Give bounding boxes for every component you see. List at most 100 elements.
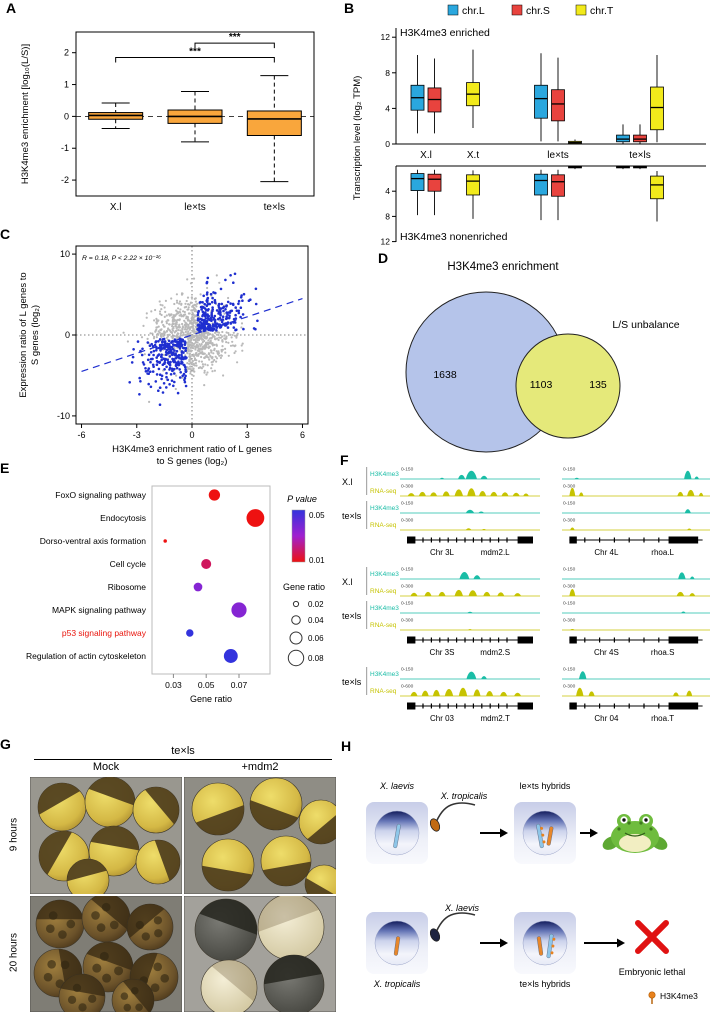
track-range-label: 0-300: [401, 584, 414, 590]
h3k4me3-signal: [579, 671, 587, 679]
data-point-gray: [209, 349, 212, 352]
gene-exon-tick: [472, 703, 474, 709]
data-point-gray: [221, 330, 224, 334]
data-point-gray: [178, 323, 181, 326]
sperm-head: [429, 928, 441, 942]
data-point-gray: [206, 371, 209, 374]
data-point-gray: [159, 335, 163, 338]
size-legend-circle: [289, 631, 303, 645]
data-point-gray: [212, 352, 215, 355]
data-point-gray: [182, 333, 185, 336]
data-point-gray: [194, 340, 198, 343]
gene-exon-tick: [481, 637, 483, 643]
venn-right-title: L/S unbalance: [612, 319, 679, 331]
data-point-gray: [158, 300, 161, 303]
data-point-gray: [193, 342, 196, 345]
data-point-blue: [184, 346, 188, 350]
data-point-gray: [178, 302, 181, 305]
data-point-gray: [189, 301, 193, 304]
data-point-gray: [191, 305, 194, 308]
data-point-blue: [179, 371, 182, 374]
data-point-blue: [200, 308, 203, 311]
data-point-gray: [232, 331, 235, 334]
data-point-blue: [147, 353, 151, 357]
sample-group-bar: [366, 601, 368, 629]
data-point-gray: [207, 332, 210, 335]
data-point-blue: [218, 326, 222, 329]
data-point-blue: [173, 372, 176, 375]
data-point-blue: [150, 342, 153, 346]
legend-label: chr.S: [526, 5, 550, 17]
sperm-head: [429, 818, 441, 832]
y-tick-label: 0: [64, 111, 69, 121]
pathway-label: FoxO signaling pathway: [55, 490, 146, 500]
data-point-gray: [219, 356, 222, 359]
data-point-gray: [189, 349, 192, 352]
data-point-blue: [153, 343, 157, 347]
data-point-gray: [187, 332, 190, 335]
data-point-gray: [241, 349, 244, 352]
pathway-label: Dorso-ventral axis formation: [40, 536, 147, 546]
gene-exon-tick: [430, 703, 432, 709]
data-point-gray: [184, 302, 187, 305]
data-point-blue: [199, 317, 203, 321]
data-point-blue: [174, 344, 177, 347]
data-point-gray: [199, 344, 202, 347]
data-point-blue: [203, 302, 206, 306]
data-point-blue: [180, 338, 183, 341]
gene-exon-tick: [489, 703, 491, 709]
gene-exon-tick: [643, 637, 645, 643]
track-range-label: 0-150: [401, 501, 414, 507]
data-point-gray: [154, 308, 157, 312]
data-point-gray: [175, 313, 178, 316]
h3k4me3-signal: [439, 470, 488, 479]
track-range-label: 0-600: [401, 684, 414, 690]
data-point-gray: [206, 342, 209, 345]
gene-exon-tick: [628, 703, 630, 709]
embryo-dark-cap: [91, 896, 131, 930]
data-point-gray: [151, 332, 154, 335]
panel-g-embryo-images: te×ls Mock +mdm2 9 hours 20 hours: [8, 745, 338, 1017]
data-point-gray: [200, 360, 203, 363]
data-point-blue: [160, 358, 163, 362]
embryo-speckle: [72, 983, 82, 993]
frog-pupil: [644, 818, 648, 822]
data-point-blue: [219, 314, 222, 317]
data-point-gray: [176, 301, 179, 304]
data-point-gray: [186, 347, 189, 350]
data-point-blue: [178, 376, 182, 379]
data-point-gray: [149, 332, 152, 335]
data-point-gray: [184, 326, 187, 329]
track-range-label: 0-150: [563, 567, 576, 573]
track-range-label: 0-150: [401, 467, 414, 473]
gene-exon-tick: [628, 637, 630, 643]
column-header-mock: Mock: [92, 761, 120, 773]
data-point-blue: [239, 306, 243, 309]
data-point-gray: [192, 369, 195, 372]
box: [410, 173, 425, 191]
data-point-gray: [191, 336, 194, 339]
data-point-blue: [224, 308, 227, 311]
data-point-blue: [167, 339, 171, 343]
gene-exon-tick: [464, 537, 466, 543]
gene-exon-tick: [599, 703, 601, 709]
rna-seq-signal: [569, 487, 704, 496]
data-point-gray: [174, 387, 177, 391]
data-point-gray: [211, 357, 214, 360]
data-point-gray: [175, 327, 178, 330]
data-point-gray: [240, 326, 243, 329]
data-point-blue: [151, 370, 155, 373]
data-point-blue: [233, 272, 237, 276]
box: [650, 175, 664, 200]
gene-exon-tick: [447, 637, 449, 643]
gene-exon-block: [668, 636, 699, 644]
data-point-blue: [164, 345, 167, 348]
data-point-gray: [208, 358, 211, 361]
count-right-only: 135: [589, 379, 607, 391]
data-point-gray: [168, 323, 171, 326]
gene-exon-block: [569, 636, 577, 644]
data-point-blue: [149, 351, 153, 354]
data-point-gray: [234, 344, 237, 347]
data-point-blue: [222, 305, 226, 309]
data-point-gray: [190, 363, 193, 366]
